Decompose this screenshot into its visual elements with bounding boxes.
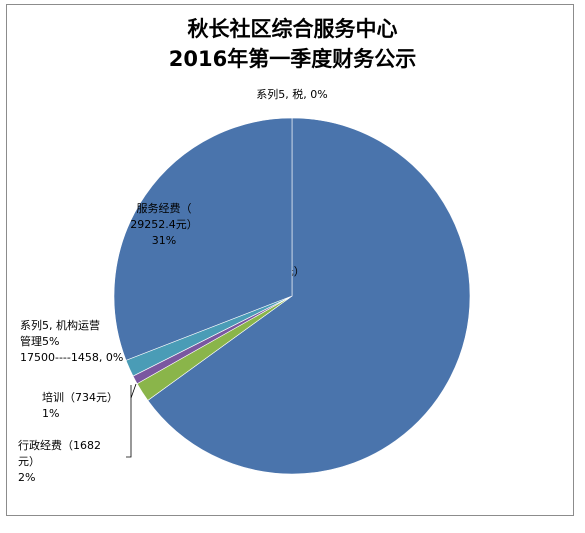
leader-line-2 bbox=[130, 383, 137, 399]
slice-label-1: 行政经费（1682 元） 2% bbox=[18, 438, 101, 484]
slice-label-5: 系列5, 税, 0% bbox=[256, 87, 327, 101]
slice-label-2: 培训（734元） 1% bbox=[42, 390, 118, 420]
pie-slice-0 bbox=[147, 117, 471, 475]
leader-line-1 bbox=[126, 385, 132, 458]
chart-title-line1: 秋长社区综合服务中心 bbox=[187, 17, 398, 41]
pie-slice-4 bbox=[113, 117, 293, 361]
chart-title-line2: 2016年第一季度财务公示 bbox=[168, 47, 417, 71]
slice-label-3: 系列5, 机构运营管理5% 17500----1458, 0% bbox=[20, 318, 123, 364]
slice-label-4: 服务经费（ 29252.4元） 31% bbox=[130, 202, 198, 247]
